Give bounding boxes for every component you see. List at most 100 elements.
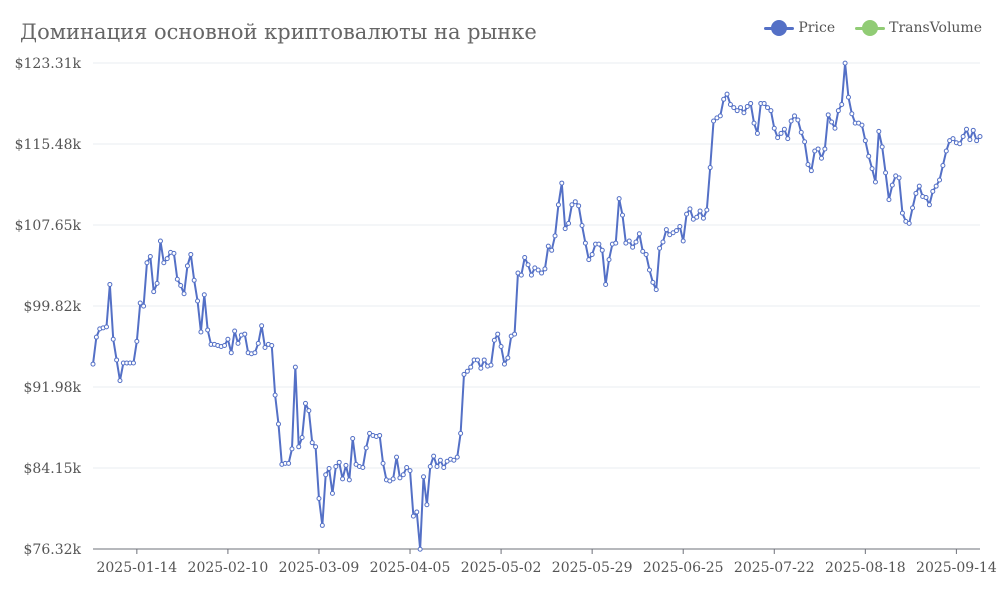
data-point-price[interactable] — [407, 468, 413, 474]
data-point-price[interactable] — [222, 342, 228, 348]
data-point-price[interactable] — [491, 337, 497, 343]
data-point-price[interactable] — [886, 197, 892, 203]
data-point-price[interactable] — [441, 465, 447, 470]
data-point-price[interactable] — [394, 454, 400, 460]
data-point-price[interactable] — [228, 350, 234, 356]
data-point-price[interactable] — [289, 446, 295, 452]
data-point-price[interactable] — [262, 345, 268, 351]
data-point-price[interactable] — [937, 177, 943, 183]
data-point-price[interactable] — [653, 287, 659, 293]
data-point-price[interactable] — [964, 126, 970, 132]
data-point-price[interactable] — [107, 281, 113, 287]
data-point-price[interactable] — [839, 101, 845, 107]
data-point-price[interactable] — [788, 118, 794, 124]
data-point-price[interactable] — [424, 502, 430, 508]
data-point-price[interactable] — [201, 292, 207, 298]
data-point-price[interactable] — [751, 120, 757, 126]
data-point-price[interactable] — [792, 113, 798, 119]
data-point-price[interactable] — [377, 432, 383, 438]
data-point-price[interactable] — [461, 371, 467, 377]
data-point-price[interactable] — [552, 233, 558, 239]
data-point-price[interactable] — [454, 454, 460, 460]
data-point-price[interactable] — [643, 251, 649, 257]
data-point-price[interactable] — [141, 303, 147, 309]
data-point-price[interactable] — [970, 127, 976, 133]
data-point-price[interactable] — [707, 165, 713, 171]
data-point-price[interactable] — [130, 360, 136, 366]
data-point-price[interactable] — [397, 475, 403, 481]
data-point-price[interactable] — [957, 141, 963, 147]
data-point-price[interactable] — [171, 250, 177, 256]
data-point-price[interactable] — [768, 108, 774, 114]
data-point-price[interactable] — [421, 474, 427, 480]
data-point-price[interactable] — [478, 365, 484, 371]
data-point-price[interactable] — [700, 215, 706, 221]
data-point-price[interactable] — [528, 272, 534, 278]
data-point-price[interactable] — [191, 277, 197, 283]
data-point-price[interactable] — [572, 199, 578, 205]
data-point-price[interactable] — [336, 459, 342, 465]
data-point-price[interactable] — [350, 436, 356, 442]
data-point-price[interactable] — [93, 334, 99, 340]
data-point-price[interactable] — [333, 463, 339, 469]
data-point-price[interactable] — [731, 105, 737, 111]
data-point-price[interactable] — [562, 226, 568, 232]
data-point-price[interactable] — [582, 240, 588, 246]
data-point-price[interactable] — [630, 244, 636, 250]
data-point-price[interactable] — [576, 203, 582, 209]
data-point-price[interactable] — [657, 245, 663, 251]
data-point-price[interactable] — [724, 91, 730, 97]
data-point-price[interactable] — [869, 166, 875, 172]
data-point-price[interactable] — [390, 476, 396, 482]
data-point-price[interactable] — [542, 266, 548, 272]
data-point-price[interactable] — [694, 214, 700, 220]
data-point-price[interactable] — [896, 175, 902, 181]
data-point-price[interactable] — [400, 472, 406, 478]
data-point-price[interactable] — [579, 222, 585, 228]
data-point-price[interactable] — [205, 327, 211, 333]
data-point-price[interactable] — [114, 357, 120, 363]
data-point-price[interactable] — [704, 207, 710, 213]
data-point-price[interactable] — [269, 342, 275, 348]
data-point-price[interactable] — [829, 119, 835, 125]
data-point-price[interactable] — [363, 445, 369, 451]
data-point-price[interactable] — [110, 336, 116, 342]
data-point-price[interactable] — [340, 476, 346, 482]
data-point-price[interactable] — [673, 228, 679, 234]
data-point-price[interactable] — [805, 161, 811, 167]
data-point-price[interactable] — [157, 238, 163, 244]
data-point-price[interactable] — [859, 122, 865, 128]
data-point-price[interactable] — [586, 257, 592, 263]
data-point-price[interactable] — [599, 247, 605, 253]
data-point-price[interactable] — [488, 362, 494, 368]
data-point-price[interactable] — [926, 202, 932, 208]
data-point-price[interactable] — [498, 343, 504, 349]
data-point-price[interactable] — [431, 453, 437, 459]
data-point-price[interactable] — [437, 457, 443, 463]
data-point-price[interactable] — [306, 408, 312, 414]
data-point-price[interactable] — [242, 331, 248, 337]
data-point-price[interactable] — [151, 289, 157, 295]
data-point-price[interactable] — [427, 463, 433, 469]
data-point-price[interactable] — [380, 460, 386, 466]
data-point-price[interactable] — [765, 105, 771, 111]
data-point-price[interactable] — [589, 251, 595, 257]
data-point-price[interactable] — [650, 279, 656, 285]
data-point-price[interactable] — [458, 430, 464, 436]
data-point-price[interactable] — [748, 100, 754, 106]
data-point-price[interactable] — [640, 248, 646, 254]
data-point-price[interactable] — [90, 361, 96, 367]
data-point-price[interactable] — [410, 513, 416, 519]
data-point-price[interactable] — [137, 300, 143, 306]
data-point-price[interactable] — [147, 254, 153, 260]
data-point-price[interactable] — [663, 227, 669, 233]
data-point-price[interactable] — [781, 126, 787, 132]
data-point-price[interactable] — [259, 323, 265, 329]
data-point-price[interactable] — [117, 378, 123, 384]
data-point-price[interactable] — [235, 340, 241, 346]
data-point-price[interactable] — [505, 355, 511, 361]
data-point-price[interactable] — [842, 60, 848, 66]
data-point-price[interactable] — [727, 101, 733, 107]
data-point-price[interactable] — [835, 108, 841, 114]
data-point-price[interactable] — [272, 392, 278, 398]
